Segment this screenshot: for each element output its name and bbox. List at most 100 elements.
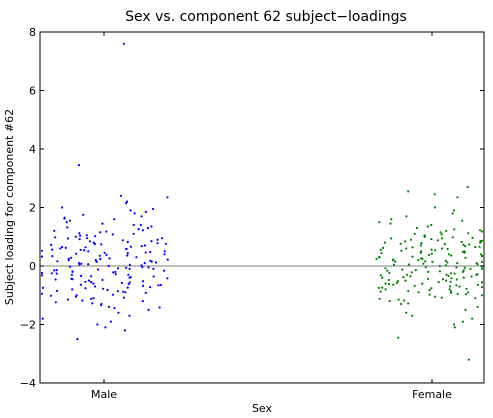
data-point-male <box>125 247 128 251</box>
data-point-female <box>438 270 441 273</box>
data-point-male <box>166 277 169 280</box>
data-point-male <box>71 270 74 273</box>
data-point-female <box>407 302 410 305</box>
y-tick-label: 8 <box>29 26 36 39</box>
data-point-male <box>103 251 106 254</box>
data-point-female <box>384 288 387 291</box>
data-point-male <box>55 269 58 272</box>
data-point-male <box>107 264 110 268</box>
data-point-female <box>380 252 383 255</box>
data-point-male <box>122 290 125 293</box>
data-point-male <box>99 231 102 234</box>
data-point-female <box>456 292 459 295</box>
data-point-male <box>40 255 44 258</box>
data-point-female <box>379 274 382 277</box>
data-point-female <box>447 274 450 277</box>
data-point-male <box>139 223 142 227</box>
data-point-male <box>82 213 85 216</box>
data-point-female <box>467 291 470 294</box>
data-point-male <box>70 273 73 276</box>
data-point-male <box>107 305 110 308</box>
data-point-female <box>467 358 470 361</box>
data-point-female <box>394 260 397 263</box>
data-point-male <box>150 240 153 243</box>
data-point-female <box>419 244 423 247</box>
data-point-male <box>117 311 120 314</box>
data-point-male <box>66 237 70 240</box>
data-point-male <box>114 270 117 273</box>
data-point-female <box>453 272 456 275</box>
data-point-female <box>388 300 391 303</box>
data-point-female <box>449 272 453 275</box>
data-point-male <box>163 250 166 253</box>
data-point-female <box>401 268 404 271</box>
data-point-female <box>455 278 458 281</box>
data-point-female <box>456 262 459 265</box>
data-point-female <box>410 271 413 274</box>
data-point-male <box>66 298 69 301</box>
data-point-male <box>40 274 44 277</box>
data-point-male <box>54 301 57 304</box>
data-point-male <box>128 263 131 266</box>
data-point-female <box>449 290 453 293</box>
data-point-male <box>95 260 98 263</box>
data-point-female <box>409 238 413 241</box>
y-tick-label: −4 <box>20 377 36 390</box>
data-point-male <box>80 262 83 265</box>
data-point-female <box>461 270 465 273</box>
data-point-female <box>451 212 454 215</box>
data-point-male <box>92 282 95 285</box>
data-point-female <box>458 285 461 288</box>
data-point-male <box>61 245 64 249</box>
data-point-female <box>404 240 407 243</box>
data-point-male <box>100 304 103 307</box>
data-point-female <box>466 185 469 189</box>
data-point-female <box>428 293 431 296</box>
data-point-male <box>140 245 143 248</box>
data-point-female <box>470 275 473 278</box>
data-point-female <box>379 290 382 293</box>
data-point-male <box>102 287 105 290</box>
data-point-male <box>121 239 124 242</box>
data-point-male <box>152 267 155 270</box>
data-point-female <box>474 245 477 249</box>
data-point-female <box>395 281 398 285</box>
data-point-male <box>68 265 72 268</box>
data-point-female <box>387 278 390 282</box>
data-point-female <box>433 193 436 196</box>
data-point-male <box>116 267 120 270</box>
data-point-male <box>80 274 83 277</box>
data-point-female <box>407 190 410 193</box>
y-tick-label: 4 <box>29 143 36 156</box>
data-point-female <box>420 242 423 245</box>
data-point-female <box>469 267 472 270</box>
data-point-male <box>77 262 81 265</box>
data-point-male <box>87 250 90 253</box>
data-point-male <box>152 275 155 278</box>
data-point-male <box>141 300 144 303</box>
data-point-female <box>397 298 400 301</box>
data-point-male <box>55 289 59 292</box>
data-point-male <box>98 254 101 257</box>
data-point-male <box>88 240 91 243</box>
data-point-male <box>90 275 93 278</box>
data-point-female <box>446 247 449 251</box>
data-point-male <box>119 194 123 197</box>
data-point-female <box>378 297 381 300</box>
data-point-female <box>383 241 386 244</box>
y-axis: −4 −2 0 2 4 6 8 <box>20 26 484 390</box>
data-point-female <box>444 259 447 262</box>
data-point-female <box>421 282 424 285</box>
data-point-male <box>74 235 77 238</box>
x-tick-label-male: Male <box>91 388 117 401</box>
data-point-male <box>154 261 158 264</box>
data-point-female <box>388 283 391 286</box>
data-point-female <box>430 248 433 251</box>
data-point-female <box>471 317 474 320</box>
data-point-male <box>83 249 86 252</box>
data-point-female <box>381 276 384 279</box>
data-point-male <box>100 243 103 246</box>
data-point-female <box>480 239 484 242</box>
data-point-male <box>123 329 126 332</box>
data-point-female <box>448 288 451 291</box>
